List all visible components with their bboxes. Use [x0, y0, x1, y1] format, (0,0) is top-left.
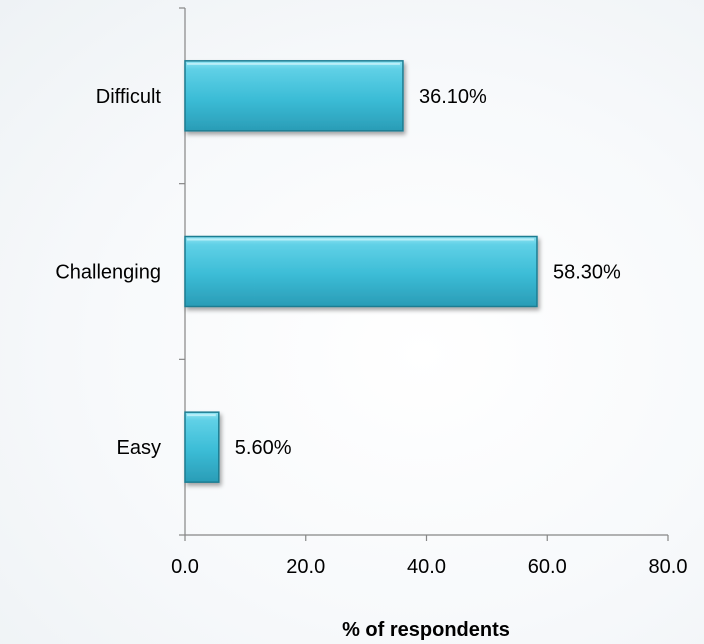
data-label: 5.60%	[235, 437, 292, 459]
data-label: 36.10%	[419, 86, 487, 108]
category-label: Difficult	[96, 86, 162, 108]
x-tick-label: 0.0	[171, 556, 199, 578]
category-label: Challenging	[55, 262, 161, 284]
labels: 0.0 20.0 40.0 60.0 80.0 Easy 5.60% Challenging 5…	[55, 86, 687, 578]
x-tick-label: 40.0	[407, 556, 446, 578]
bar-difficult	[184, 60, 404, 132]
category-label: Easy	[117, 437, 161, 459]
x-tick-label: 80.0	[649, 556, 688, 578]
bar-challenging	[184, 235, 538, 308]
x-tick-label: 20.0	[286, 556, 325, 578]
bars	[184, 60, 538, 483]
bar-easy	[184, 411, 220, 483]
x-tick-label: 60.0	[528, 556, 567, 578]
data-label: 58.30%	[553, 262, 621, 284]
x-axis-title: % of respondents	[342, 619, 510, 641]
